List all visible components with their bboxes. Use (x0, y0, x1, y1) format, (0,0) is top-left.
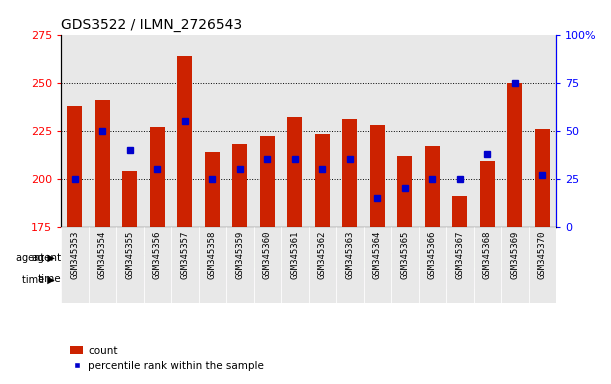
Bar (342, 119, 357, 227)
Bar (364, 227, 391, 303)
Bar (61, 35, 89, 227)
Bar (205, 152, 220, 227)
Bar (226, 35, 254, 227)
Text: NTHi: NTHi (378, 253, 404, 263)
Bar (199, 35, 226, 227)
Bar (281, 35, 309, 227)
Bar (287, 117, 302, 227)
Text: 4 h: 4 h (464, 274, 483, 285)
Bar (260, 136, 275, 227)
Bar (474, 35, 501, 227)
Text: time: time (37, 274, 61, 285)
Text: 2 h: 2 h (217, 274, 235, 285)
Text: GSM345366: GSM345366 (428, 230, 437, 279)
Bar (397, 156, 412, 227)
Bar (226, 227, 254, 303)
Bar (89, 35, 116, 227)
Bar (507, 83, 522, 227)
Text: GSM345355: GSM345355 (125, 230, 134, 279)
Bar (177, 56, 192, 227)
Text: GSM345370: GSM345370 (538, 230, 547, 279)
Bar (232, 144, 247, 227)
Bar (370, 125, 385, 227)
Bar (480, 161, 495, 227)
Bar (309, 227, 336, 303)
Bar (501, 35, 529, 227)
Text: GSM345359: GSM345359 (235, 230, 244, 279)
Text: GSM345356: GSM345356 (153, 230, 162, 279)
Bar (144, 35, 171, 227)
Bar (419, 227, 446, 303)
Bar (391, 227, 419, 303)
Bar (391, 270, 556, 289)
Text: GSM345367: GSM345367 (455, 230, 464, 279)
Bar (336, 35, 364, 227)
Bar (61, 227, 89, 303)
Text: GDS3522 / ILMN_2726543: GDS3522 / ILMN_2726543 (61, 18, 242, 32)
Text: control: control (124, 253, 163, 263)
Bar (281, 227, 309, 303)
Text: GSM345363: GSM345363 (345, 230, 354, 279)
Bar (529, 227, 556, 303)
Text: GSM345368: GSM345368 (483, 230, 492, 279)
Text: GSM345354: GSM345354 (98, 230, 107, 279)
Bar (446, 227, 474, 303)
Bar (226, 249, 556, 268)
Text: time ▶: time ▶ (22, 274, 55, 285)
Bar (171, 35, 199, 227)
Text: agent ▶: agent ▶ (16, 253, 55, 263)
Bar (150, 127, 165, 227)
Bar (425, 146, 440, 227)
Bar (122, 171, 137, 227)
Text: GSM345362: GSM345362 (318, 230, 327, 279)
Bar (452, 196, 467, 227)
Text: GSM345358: GSM345358 (208, 230, 217, 279)
Bar (535, 129, 550, 227)
Bar (309, 35, 336, 227)
Text: GSM345364: GSM345364 (373, 230, 382, 279)
Bar (67, 106, 82, 227)
Bar (61, 270, 391, 289)
Bar (89, 227, 116, 303)
Bar (364, 35, 391, 227)
Bar (254, 35, 281, 227)
Text: GSM345353: GSM345353 (70, 230, 79, 279)
Bar (419, 35, 446, 227)
Bar (95, 100, 110, 227)
Text: GSM345369: GSM345369 (510, 230, 519, 279)
Text: GSM345357: GSM345357 (180, 230, 189, 279)
Bar (116, 35, 144, 227)
Bar (199, 227, 226, 303)
Bar (144, 227, 171, 303)
Bar (254, 227, 281, 303)
Bar (315, 134, 330, 227)
Text: GSM345361: GSM345361 (290, 230, 299, 279)
Legend: count, percentile rank within the sample: count, percentile rank within the sample (67, 341, 268, 375)
Bar (474, 227, 501, 303)
Text: GSM345360: GSM345360 (263, 230, 272, 279)
Bar (501, 227, 529, 303)
Bar (116, 227, 144, 303)
Bar (61, 249, 226, 268)
Text: agent: agent (31, 253, 61, 263)
Text: GSM345365: GSM345365 (400, 230, 409, 279)
Bar (336, 227, 364, 303)
Bar (171, 227, 199, 303)
Bar (529, 35, 556, 227)
Bar (446, 35, 474, 227)
Bar (391, 35, 419, 227)
